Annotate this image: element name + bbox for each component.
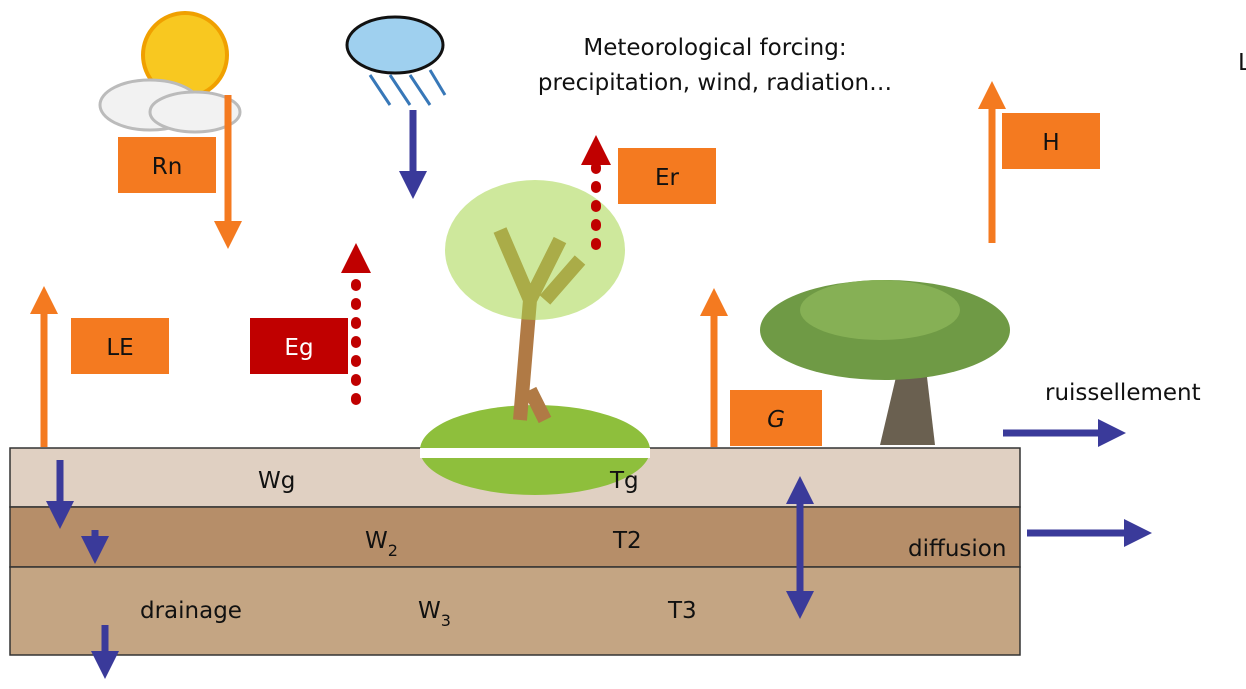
label-box (730, 390, 822, 446)
layer-label: T3 (667, 598, 697, 624)
cut-text: L (1238, 50, 1246, 76)
diffusion-label: diffusion (908, 536, 1006, 562)
heading: Meteorological forcing: (583, 35, 846, 61)
sun-cloud (98, 11, 242, 134)
layer-label: W2 (365, 528, 398, 560)
flux-label: H (1042, 130, 1059, 156)
flux-label: Rn (152, 154, 183, 180)
big-tree (760, 280, 1010, 445)
heading: precipitation, wind, radiation… (538, 70, 892, 96)
w-sub: 3 (441, 611, 451, 630)
w-sub: 2 (388, 541, 398, 560)
layer-label: Tg (609, 468, 639, 494)
layer-label: Wg (258, 468, 295, 494)
arrows (30, 81, 1152, 679)
label-box (618, 148, 716, 204)
flux-label: Er (655, 165, 680, 191)
w-base: W (418, 598, 441, 624)
runoff-label: ruissellement (1045, 380, 1201, 406)
label-box (250, 318, 348, 374)
flux-label: LE (106, 335, 133, 361)
label-box (118, 137, 216, 193)
rain-cloud (345, 15, 447, 106)
layer-label: W3 (418, 598, 451, 630)
label-box (71, 318, 169, 374)
flux-label: G (767, 407, 785, 433)
flux-label: Eg (284, 335, 313, 361)
w-base: W (365, 528, 388, 554)
drainage-label: drainage (140, 598, 242, 624)
label-box (1002, 113, 1100, 169)
small-tree (420, 180, 650, 495)
layer-label: T2 (612, 528, 642, 554)
